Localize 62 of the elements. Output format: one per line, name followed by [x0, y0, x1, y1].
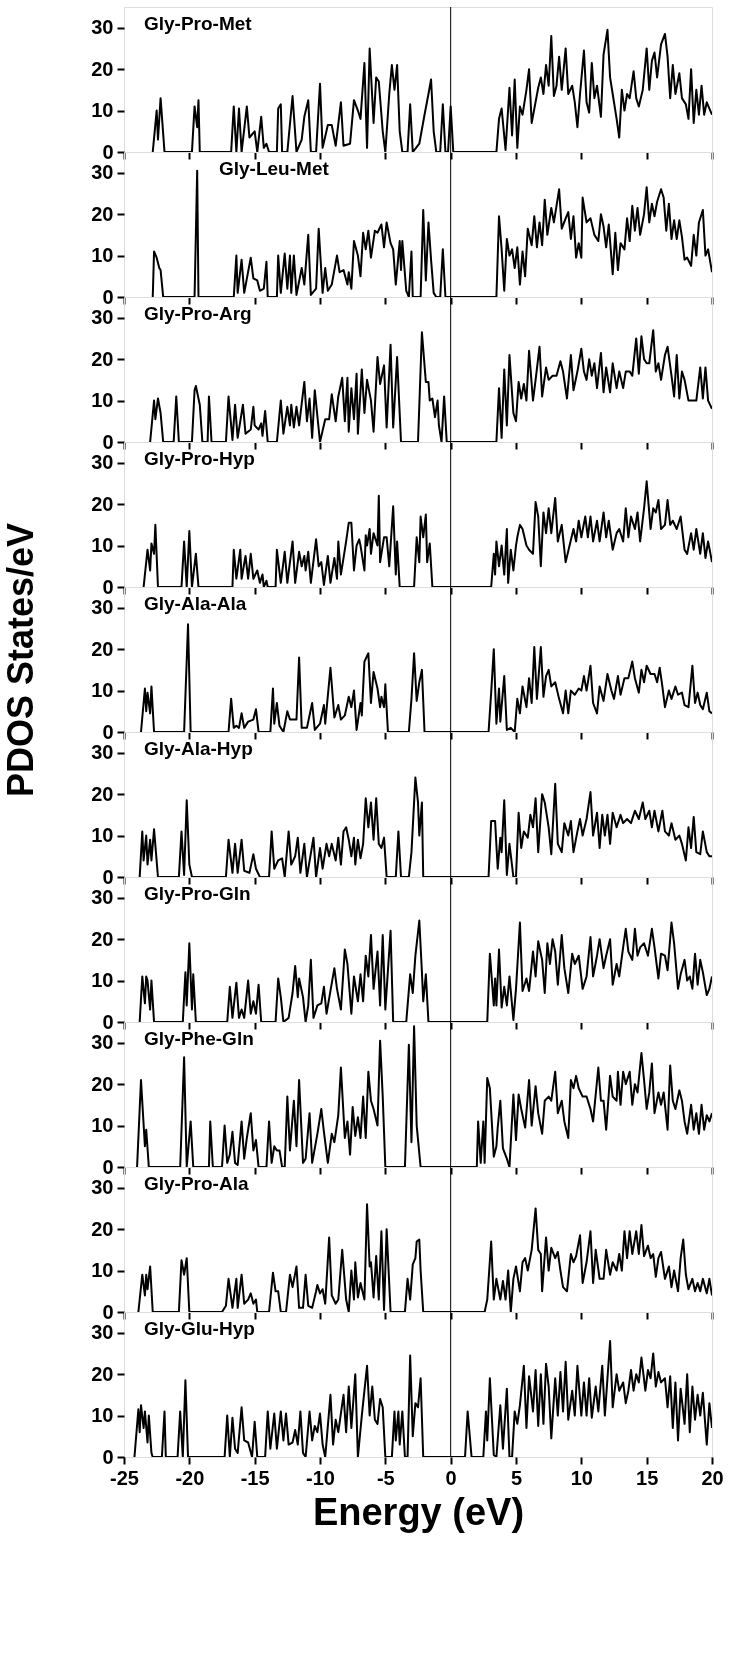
x-tick-label: 15	[636, 1466, 659, 1489]
x-tick-label: -15	[240, 1466, 270, 1489]
series-label: Gly-Phe-Gln	[144, 1028, 254, 1049]
y-tick-label: 0	[102, 1010, 114, 1033]
x-tick-label: 20	[701, 1466, 724, 1489]
y-tick-label: 20	[91, 1362, 114, 1385]
y-tick-label: 20	[91, 347, 114, 370]
y-tick-label: 10	[91, 1114, 114, 1137]
y-tick-label: 30	[91, 1031, 114, 1054]
y-tick-label: 20	[91, 492, 114, 515]
x-tick-label: 5	[510, 1466, 523, 1489]
y-tick-label: 20	[91, 1217, 114, 1240]
y-tick-label: 30	[91, 161, 114, 184]
y-tick-label: 0	[102, 575, 114, 598]
y-tick-label: 0	[102, 430, 114, 453]
y-tick-label: 20	[91, 202, 114, 225]
y-tick-label: 10	[91, 99, 114, 122]
y-tick-label: 20	[91, 927, 114, 950]
y-tick-label: 20	[91, 1072, 114, 1095]
y-tick-label: 0	[102, 720, 114, 743]
y-tick-label: 30	[91, 451, 114, 474]
text: Gly-Pro-Gln	[144, 883, 251, 904]
y-tick-label: 10	[91, 534, 114, 557]
x-tick-label: 0	[445, 1466, 457, 1489]
series-label: Gly-Ala-Ala	[144, 593, 247, 614]
x-tick-label: -5	[376, 1466, 395, 1489]
y-tick-label: 0	[102, 140, 114, 163]
y-tick-label: 10	[91, 1404, 114, 1427]
text: Gly-Pro-Hyp	[144, 448, 255, 469]
y-tick-label: 30	[91, 16, 114, 39]
y-tick-label: 20	[91, 637, 114, 660]
y-axis-title: PDOS States/eV	[0, 522, 41, 798]
y-tick-label: 0	[102, 1445, 114, 1468]
series-label: Gly-Leu-Met	[219, 158, 330, 179]
x-axis-title: Energy (eV)	[312, 1490, 525, 1533]
y-tick-label: 30	[91, 1176, 114, 1199]
y-tick-label: 10	[91, 1259, 114, 1282]
y-tick-label: 30	[91, 886, 114, 909]
y-tick-label: 10	[91, 389, 114, 412]
y-tick-label: 10	[91, 244, 114, 267]
y-tick-label: 0	[102, 865, 114, 888]
x-tick-label: -10	[306, 1466, 335, 1489]
x-tick-label: -20	[175, 1466, 205, 1489]
y-tick-label: 30	[91, 741, 114, 764]
y-tick-label: 0	[102, 1300, 114, 1323]
y-tick-label: 20	[91, 57, 114, 80]
text: Gly-Pro-Arg	[144, 303, 252, 324]
y-tick-label: 10	[91, 824, 114, 847]
y-tick-label: 30	[91, 306, 114, 329]
y-tick-label: 10	[91, 969, 114, 992]
text: Gly-Ala-Hyp	[144, 738, 253, 759]
y-tick-label: 20	[91, 782, 114, 805]
text: Gly-Pro-Ala	[144, 1173, 249, 1194]
x-tick-label: -25	[110, 1466, 139, 1489]
x-tick-label: 10	[570, 1466, 593, 1489]
y-tick-label: 0	[102, 285, 114, 308]
y-tick-label: 30	[91, 1321, 114, 1344]
text: Gly-Pro-Met	[144, 13, 253, 34]
y-tick-label: 10	[91, 679, 114, 702]
text: Gly-Glu-Hyp	[144, 1318, 255, 1339]
y-tick-label: 0	[102, 1155, 114, 1178]
y-tick-label: 30	[91, 596, 114, 619]
